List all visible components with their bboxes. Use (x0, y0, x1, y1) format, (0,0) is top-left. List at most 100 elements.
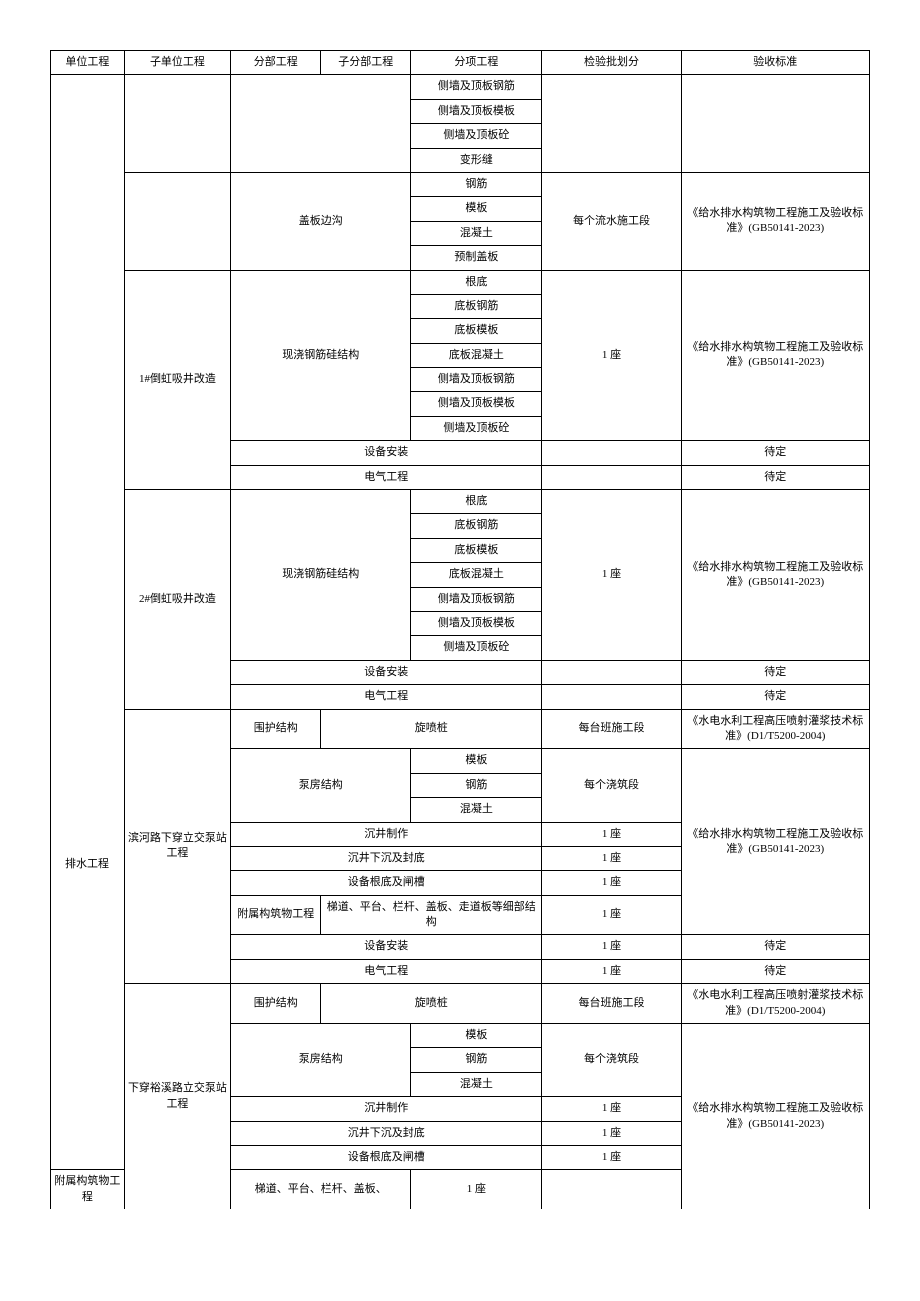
standard-cell: 《给水排水构筑物工程施工及验收标准》(GB50141-2023) (681, 1024, 869, 1210)
batch-cell (542, 685, 681, 709)
item-cell: 设备根底及闸槽 (231, 1145, 542, 1169)
batch-cell: 1 座 (542, 959, 681, 983)
batch-cell: 1 座 (411, 1170, 542, 1209)
item-cell: 沉井制作 (231, 822, 542, 846)
subunit-cell: 1#倒虹吸井改造 (124, 270, 230, 490)
division-cell (231, 75, 411, 173)
subunit-cell: 滨河路下穿立交泵站工程 (124, 709, 230, 984)
standard-cell: 待定 (681, 441, 869, 465)
batch-cell: 1 座 (542, 1145, 681, 1169)
standard-cell: 待定 (681, 685, 869, 709)
header-division: 分部工程 (231, 51, 321, 75)
division-cell: 泵房结构 (231, 749, 411, 822)
division-cell: 现浇钢筋硅结构 (231, 270, 411, 441)
item-cell: 底板模板 (411, 538, 542, 562)
item-cell: 预制盖板 (411, 246, 542, 270)
standard-cell: 《给水排水构筑物工程施工及验收标准》(GB50141-2023) (681, 270, 869, 441)
batch-cell: 1 座 (542, 1097, 681, 1121)
item-cell: 混凝土 (411, 798, 542, 822)
standard-cell: 《给水排水构筑物工程施工及验收标准》(GB50141-2023) (681, 490, 869, 661)
item-cell: 钢筋 (411, 1048, 542, 1072)
item-cell: 底板钢筋 (411, 294, 542, 318)
batch-cell: 1 座 (542, 490, 681, 661)
item-cell: 变形缝 (411, 148, 542, 172)
standard-cell: 待定 (681, 959, 869, 983)
division-cell: 附属构筑物工程 (231, 895, 321, 935)
batch-cell: 每台班施工段 (542, 709, 681, 749)
header-batch: 检验批划分 (542, 51, 681, 75)
item-cell: 电气工程 (231, 465, 542, 489)
batch-cell (542, 465, 681, 489)
header-standard: 验收标准 (681, 51, 869, 75)
division-cell: 围护结构 (231, 709, 321, 749)
standard-cell: 待定 (681, 660, 869, 684)
item-cell: 沉井制作 (231, 1097, 542, 1121)
item-cell: 侧墙及顶板砼 (411, 416, 542, 440)
item-cell: 设备安装 (231, 660, 542, 684)
batch-cell: 1 座 (542, 895, 681, 935)
item-cell: 侧墙及顶板钢筋 (411, 368, 542, 392)
item-cell: 设备安装 (231, 935, 542, 959)
batch-cell (542, 441, 681, 465)
batch-cell: 1 座 (542, 270, 681, 441)
item-cell: 旋喷桩 (321, 709, 542, 749)
batch-cell: 每个流水施工段 (542, 172, 681, 270)
item-cell: 梯道、平台、栏杆、盖板、走道板等细部结构 (321, 895, 542, 935)
division-cell: 泵房结构 (231, 1024, 411, 1097)
item-cell: 钢筋 (411, 773, 542, 797)
item-cell: 侧墙及顶板钢筋 (411, 75, 542, 99)
unit-col (51, 75, 125, 1170)
header-subunit: 子单位工程 (124, 51, 230, 75)
standard-cell (681, 75, 869, 173)
batch-cell: 每个浇筑段 (542, 1024, 681, 1097)
item-cell: 底板混凝土 (411, 563, 542, 587)
standard-cell: 《水电水利工程高压喷射灌浆技术标准》(D1/T5200-2004) (681, 984, 869, 1024)
standard-cell: 《给水排水构筑物工程施工及验收标准》(GB50141-2023) (681, 749, 869, 935)
item-cell: 电气工程 (231, 685, 542, 709)
division-cell: 盖板边沟 (231, 172, 411, 270)
item-cell: 底板模板 (411, 319, 542, 343)
batch-cell: 1 座 (542, 1121, 681, 1145)
item-cell: 根底 (411, 490, 542, 514)
item-cell: 侧墙及顶板模板 (411, 99, 542, 123)
item-cell: 沉井下沉及封底 (231, 846, 542, 870)
item-cell: 设备安装 (231, 441, 542, 465)
batch-cell: 1 座 (542, 871, 681, 895)
header-row: 单位工程 子单位工程 分部工程 子分部工程 分项工程 检验批划分 验收标准 (51, 51, 870, 75)
batch-cell: 1 座 (542, 846, 681, 870)
subunit-cell: 2#倒虹吸井改造 (124, 490, 230, 710)
batch-cell: 每个浇筑段 (542, 749, 681, 822)
item-cell: 侧墙及顶板砼 (411, 636, 542, 660)
header-item: 分项工程 (411, 51, 542, 75)
item-cell: 电气工程 (231, 959, 542, 983)
item-cell: 混凝土 (411, 221, 542, 245)
standard-cell: 待定 (681, 465, 869, 489)
item-cell: 底板钢筋 (411, 514, 542, 538)
division-cell: 现浇钢筋硅结构 (231, 490, 411, 661)
item-cell: 钢筋 (411, 172, 542, 196)
subunit-cell (124, 75, 230, 173)
item-cell: 设备根底及闸槽 (231, 871, 542, 895)
item-cell: 侧墙及顶板钢筋 (411, 587, 542, 611)
engineering-table: 单位工程 子单位工程 分部工程 子分部工程 分项工程 检验批划分 验收标准 侧墙… (50, 50, 870, 1209)
item-cell: 根底 (411, 270, 542, 294)
division-cell: 围护结构 (231, 984, 321, 1024)
standard-cell: 待定 (681, 935, 869, 959)
batch-cell (542, 75, 681, 173)
standard-cell: 《水电水利工程高压喷射灌浆技术标准》(D1/T5200-2004) (681, 709, 869, 749)
item-cell: 侧墙及顶板模板 (411, 611, 542, 635)
subunit-cell (124, 172, 230, 270)
division-cell: 附属构筑物工程 (51, 1170, 125, 1209)
batch-cell: 1 座 (542, 822, 681, 846)
item-cell: 侧墙及顶板砼 (411, 124, 542, 148)
subunit-cell: 下穿裕溪路立交泵站工程 (124, 984, 230, 1209)
item-cell: 旋喷桩 (321, 984, 542, 1024)
item-cell: 沉井下沉及封底 (231, 1121, 542, 1145)
item-cell: 底板混凝土 (411, 343, 542, 367)
item-cell: 梯道、平台、栏杆、盖板、 (231, 1170, 411, 1209)
batch-cell: 每台班施工段 (542, 984, 681, 1024)
header-subdivision: 子分部工程 (321, 51, 411, 75)
header-unit: 单位工程 (51, 51, 125, 75)
batch-cell (542, 660, 681, 684)
item-cell: 模板 (411, 1024, 542, 1048)
